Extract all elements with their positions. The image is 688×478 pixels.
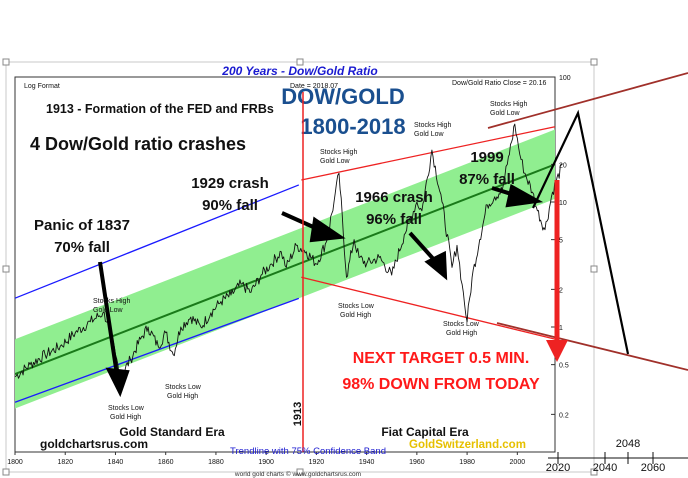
future-tick-label-0: 2020 xyxy=(546,462,570,474)
annotation-panic-1837-line1: Panic of 1837 xyxy=(34,217,130,234)
label-1900-gold-low: Gold Low xyxy=(93,307,124,314)
x-tick-label-2: 1840 xyxy=(108,459,124,466)
annotation-1999-line2: 87% fall xyxy=(459,171,515,188)
annotation-1999-line1: 1999 xyxy=(470,149,503,166)
red-channel-lower xyxy=(301,276,556,340)
target-down-arrowhead xyxy=(546,340,568,362)
annotation-panic-1837-line2: 70% fall xyxy=(54,239,110,256)
close-label: Dow/Gold Ratio Close = 20.16 xyxy=(452,80,546,87)
label-1999-stocks-high: Stocks High xyxy=(490,101,527,108)
x-tick-label-10: 2000 xyxy=(510,459,526,466)
y-tick-label-7: 0.2 xyxy=(559,412,569,419)
label-1932-gold-high: Gold High xyxy=(340,312,371,319)
projection-path xyxy=(532,109,630,355)
blue-channel-lower xyxy=(14,297,300,403)
x-tick-label-3: 1860 xyxy=(158,459,174,466)
extension-upper-line xyxy=(487,72,688,129)
annotation-1929-line1: 1929 crash xyxy=(191,175,269,192)
x-tick-label-1: 1820 xyxy=(57,459,73,466)
blue-channel-upper xyxy=(14,184,300,299)
arrow-1999-head xyxy=(505,183,544,208)
target-line-2: 98% DOWN FROM TODAY xyxy=(342,376,540,393)
x-tick-label-7: 1940 xyxy=(359,459,375,466)
annotation-1929-line2: 90% fall xyxy=(202,197,258,214)
resize-handle-mr[interactable] xyxy=(590,265,598,273)
resize-handle-tr[interactable] xyxy=(590,58,598,66)
x-tick-label-0: 1800 xyxy=(7,459,23,466)
resize-handle-bm[interactable] xyxy=(296,468,304,476)
y-tick-label-0: 100 xyxy=(559,75,571,82)
fed-note: 1913 - Formation of the FED and FRBs xyxy=(46,102,274,116)
future-tick-label-1: 2040 xyxy=(593,462,617,474)
x-tick-label-4: 1880 xyxy=(208,459,224,466)
era-fiat-capital: Fiat Capital Era xyxy=(381,425,469,439)
arrow-1966-head xyxy=(424,250,448,281)
target-line-1: NEXT TARGET 0.5 MIN. xyxy=(353,350,530,367)
label-1966-gold-low: Gold Low xyxy=(414,131,445,138)
label-1966-stocks-high: Stocks High xyxy=(414,122,451,129)
y-tick-label-5: 1 xyxy=(559,325,563,332)
stock-gold-labels: Stocks High Gold Low Stocks High Gold Lo… xyxy=(93,101,527,421)
future-marker-label: 2048 xyxy=(616,438,640,450)
y-tick-label-2: 10 xyxy=(559,200,567,207)
date-label: Date = 2018.07 xyxy=(290,83,338,90)
resize-handle-tl[interactable] xyxy=(2,58,10,66)
label-1929-stocks-high: Stocks High xyxy=(320,149,357,156)
chart-title: 200 Years - Dow/Gold Ratio xyxy=(221,64,377,78)
headline-years: 1800-2018 xyxy=(300,114,405,139)
label-1929-gold-low: Gold Low xyxy=(320,158,351,165)
y-tick-label-6: 0.5 xyxy=(559,363,569,370)
footer-copyright: world gold charts © www.goldchartsrus.co… xyxy=(234,470,361,478)
crash-count-note: 4 Dow/Gold ratio crashes xyxy=(30,134,246,154)
x-tick-label-8: 1960 xyxy=(409,459,425,466)
label-1980-gold-high: Gold High xyxy=(446,330,477,337)
label-1860-gold-high: Gold High xyxy=(167,393,198,400)
resize-handle-bl[interactable] xyxy=(2,468,10,476)
format-label: Log Format xyxy=(24,83,60,90)
label-1900-stocks-high: Stocks High xyxy=(93,298,130,305)
x-tick-label-6: 1920 xyxy=(309,459,325,466)
annotation-1966-line2: 96% fall xyxy=(366,211,422,228)
label-1980-stocks-low: Stocks Low xyxy=(443,321,480,328)
fed-year-label: 1913 xyxy=(292,402,304,426)
label-1999-gold-low: Gold Low xyxy=(490,110,521,117)
annotation-arrows xyxy=(98,183,544,398)
label-1842-stocks-low: Stocks Low xyxy=(108,405,145,412)
label-1860-stocks-low: Stocks Low xyxy=(165,384,202,391)
annotation-1966-line1: 1966 crash xyxy=(355,189,433,206)
extension-lower-line xyxy=(496,322,688,371)
x-tick-label-5: 1900 xyxy=(258,459,274,466)
site-goldswitzerland: GoldSwitzerland.com xyxy=(409,439,526,451)
y-tick-label-1: 20 xyxy=(559,162,567,169)
resize-handle-br[interactable] xyxy=(590,468,598,476)
resize-handle-ml[interactable] xyxy=(2,265,10,273)
y-tick-label-4: 2 xyxy=(559,287,563,294)
era-gold-standard: Gold Standard Era xyxy=(119,425,225,439)
site-goldchartsrus: goldchartsrus.com xyxy=(40,437,148,451)
label-1932-stocks-low: Stocks Low xyxy=(338,303,375,310)
y-tick-label-3: 5 xyxy=(559,238,563,245)
resize-handle-tm[interactable] xyxy=(296,58,304,66)
headline-dow-gold: DOW/GOLD xyxy=(281,84,404,109)
arrow-panic-1837 xyxy=(98,261,119,376)
arrow-1929-head xyxy=(309,216,346,243)
trendline-note: Trendline with 75% Confidence Band xyxy=(230,446,386,457)
label-1842-gold-high: Gold High xyxy=(110,414,141,421)
arrow-panic-1837-head xyxy=(105,367,130,398)
future-tick-label-2: 2060 xyxy=(641,462,665,474)
x-tick-label-9: 1980 xyxy=(459,459,475,466)
trend-line xyxy=(14,163,556,376)
